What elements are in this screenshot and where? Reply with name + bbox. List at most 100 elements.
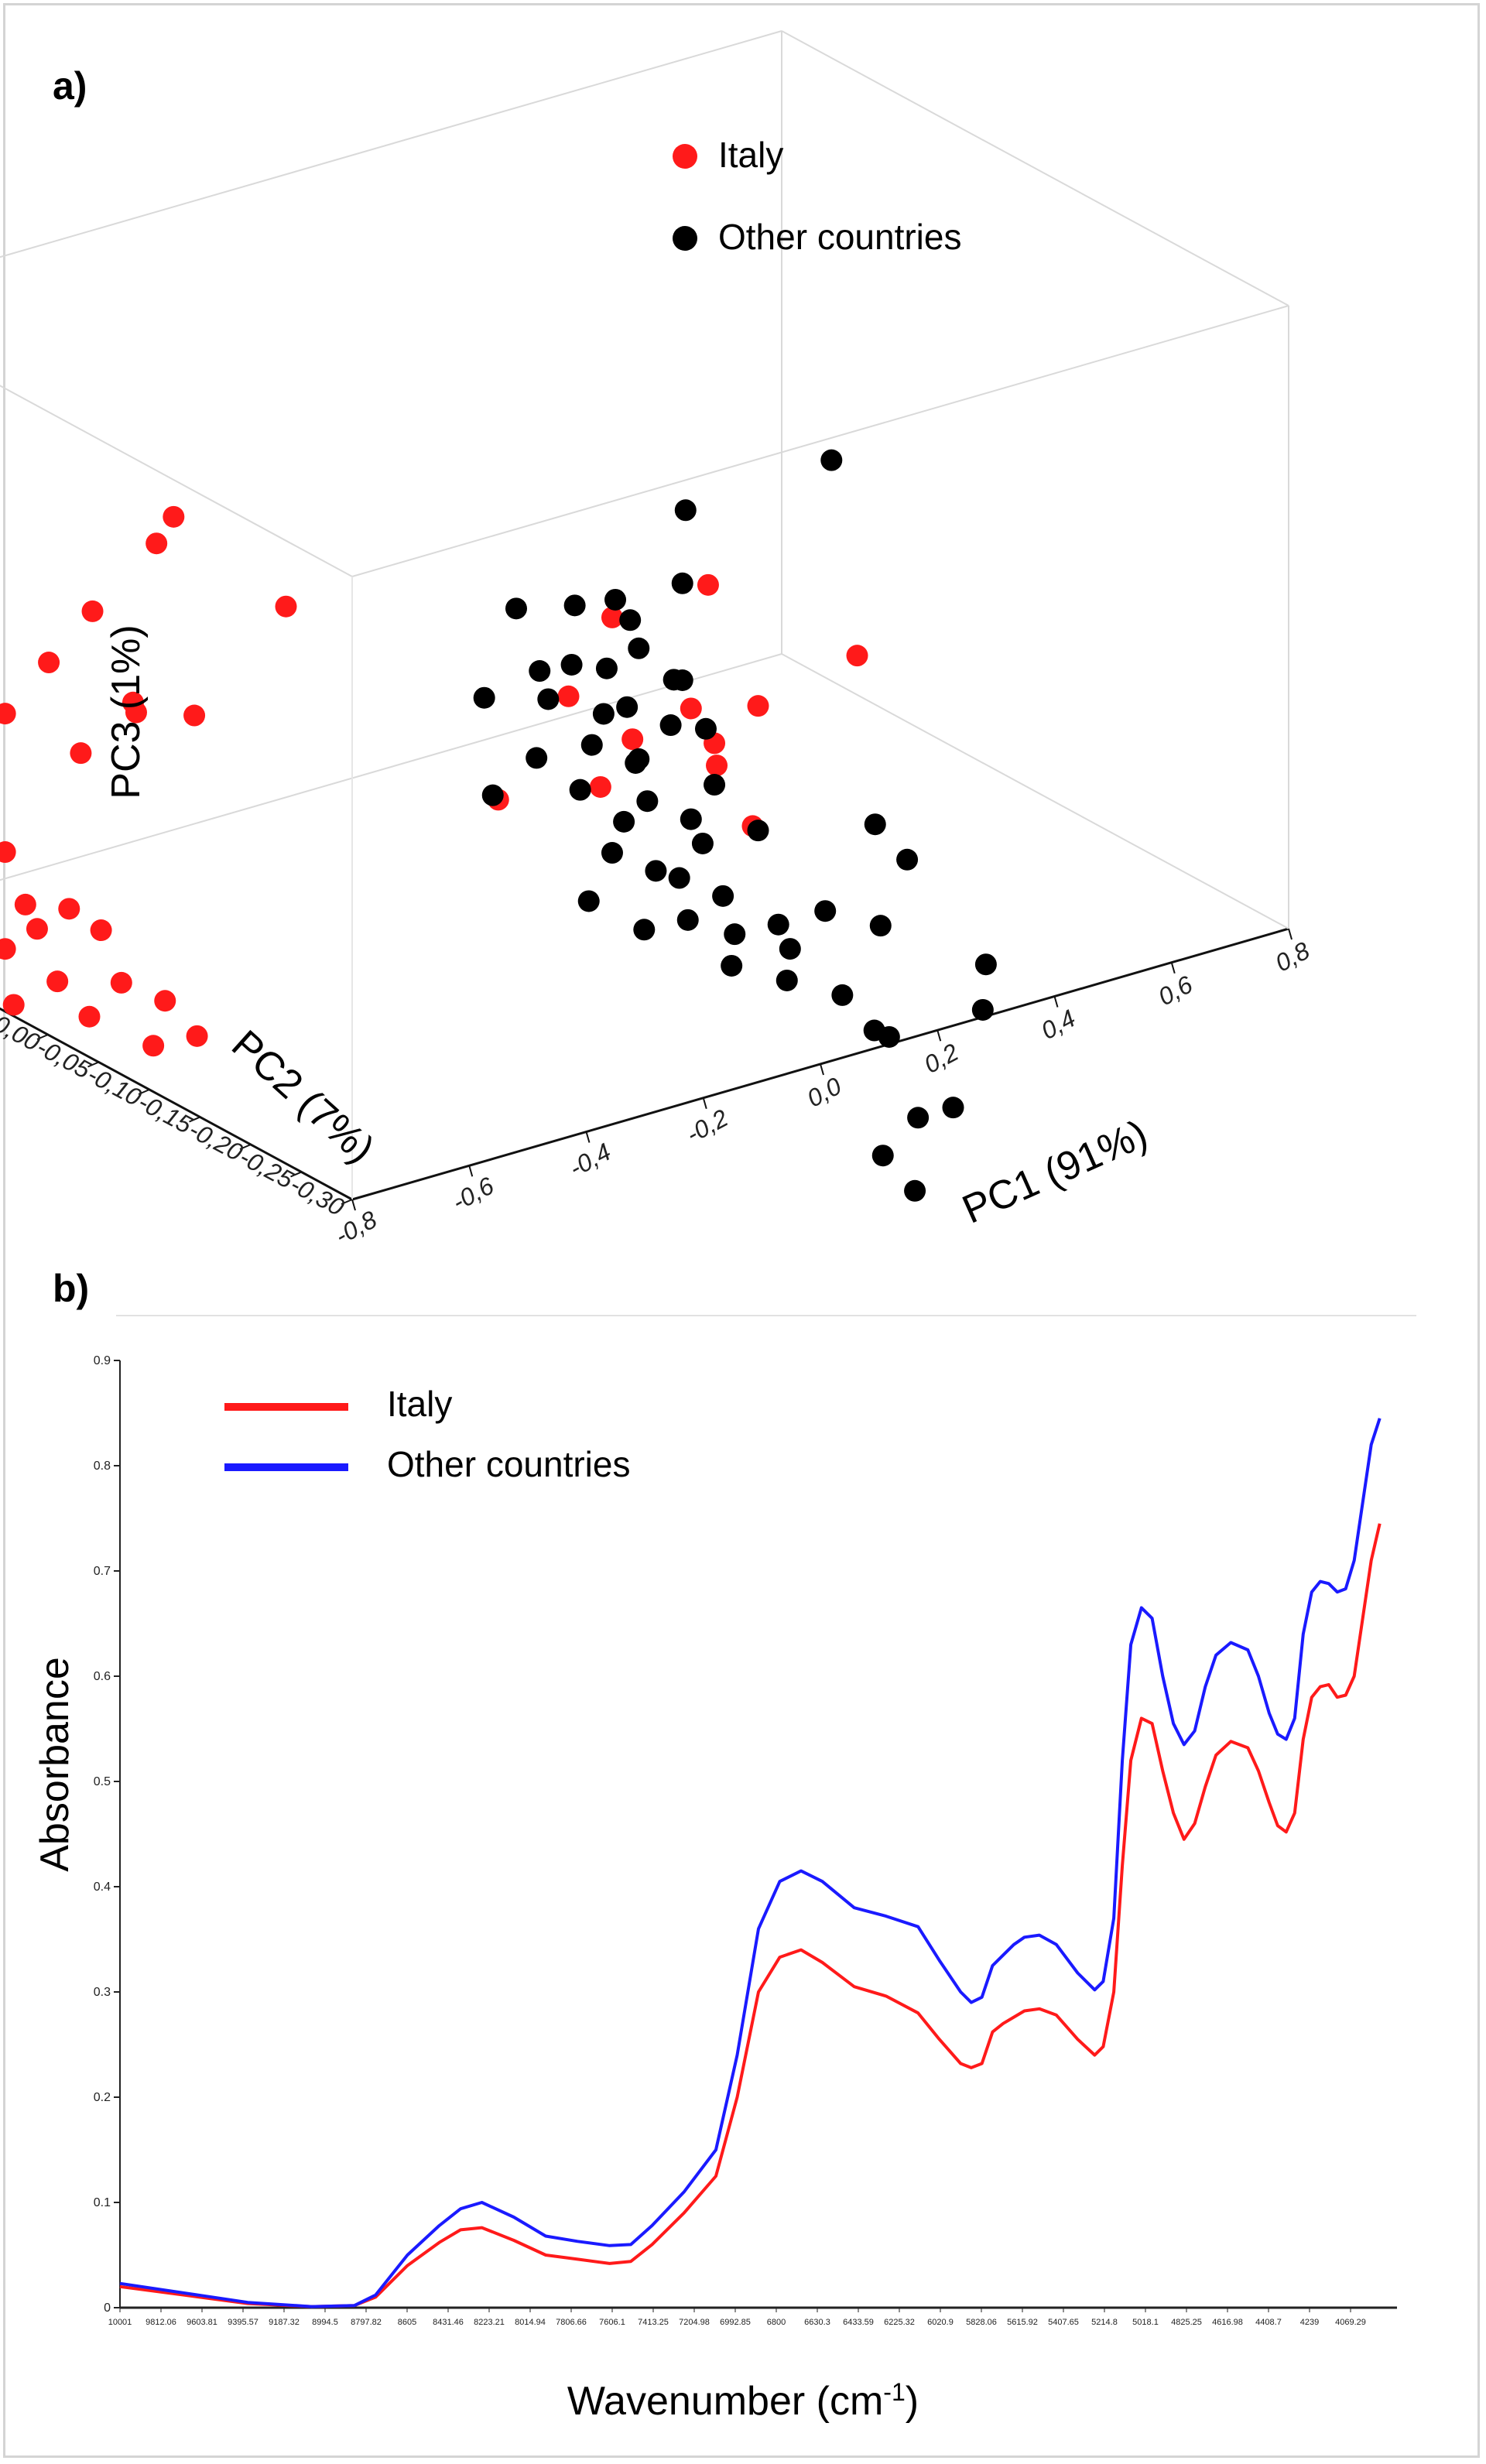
pc3-axis-title: PC3 (1%) <box>104 625 149 799</box>
other-countries-point <box>694 717 717 740</box>
pc1-tick-mark <box>1288 928 1293 940</box>
other-countries-point <box>636 790 659 813</box>
italy-point <box>846 645 868 667</box>
pca-scatter-points <box>0 449 997 1202</box>
italy-point <box>601 606 623 628</box>
box-edge <box>0 385 353 577</box>
pca-axis-ticks: 0,350,300,250,200,150,100,050,00-0,05-0,… <box>0 928 1314 1250</box>
italy-point <box>46 970 69 993</box>
italy-point <box>680 697 702 720</box>
pc1-tick-mark <box>936 1029 942 1042</box>
pc1-tick-mark <box>702 1097 707 1110</box>
legend-other-marker <box>673 226 697 251</box>
other-countries-point <box>767 913 789 936</box>
spectra-legend: Italy Other countries <box>224 1384 630 1484</box>
pc2-tick-mark <box>36 1034 49 1040</box>
italy-point <box>621 728 644 751</box>
absorbance-tick-label: 0.6 <box>94 1670 111 1683</box>
wavenumber-tick-label: 8605 <box>398 2318 416 2327</box>
box-edge <box>781 30 1289 306</box>
absorbance-tick-label: 0.1 <box>94 2196 111 2209</box>
other-countries-point <box>776 969 798 991</box>
other-countries-point <box>676 909 699 931</box>
legend-other-label-b: Other countries <box>387 1444 630 1484</box>
panel-b-label: b) <box>53 1267 89 1310</box>
italy-point <box>186 1025 208 1047</box>
wavenumber-tick-label: 10001 <box>108 2318 132 2327</box>
absorbance-tick-label: 0.9 <box>94 1354 111 1367</box>
legend-italy-label-b: Italy <box>387 1384 452 1424</box>
spectra-lines <box>119 1418 1382 2308</box>
pc1-tick-mark <box>1053 996 1059 1008</box>
other-countries-point <box>712 885 734 907</box>
wavenumber-tick-label: 7204.98 <box>679 2318 710 2327</box>
other-countries-point <box>537 688 560 710</box>
other-countries-point <box>560 653 583 676</box>
box-edge <box>351 305 1289 577</box>
pc2-tick-mark <box>87 1061 99 1068</box>
italy-point <box>557 685 580 707</box>
other-countries-point <box>907 1107 930 1129</box>
wavenumber-tick-label: 4825.25 <box>1171 2318 1202 2327</box>
wavenumber-tick-label: 8994.5 <box>312 2318 338 2327</box>
italy-point <box>706 755 728 777</box>
wavenumber-tick-label: 7606.1 <box>599 2318 625 2327</box>
other-countries-point <box>869 915 892 937</box>
other-countries-point <box>580 734 603 756</box>
pc1-tick-mark <box>585 1131 591 1143</box>
other-countries-point <box>645 860 667 882</box>
wavenumber-tick-label: 6020.9 <box>927 2318 954 2327</box>
panel-a-pca-3d-scatter: a) 0,350,300,250,200,150,100,050,00-0,05… <box>0 30 1314 1250</box>
other-countries-point <box>871 1145 894 1167</box>
italy-point <box>183 704 206 727</box>
wavenumber-axis-title: Wavenumber (cm-1) <box>567 2378 919 2424</box>
other-countries-point <box>747 820 769 842</box>
other-countries-point <box>526 747 548 769</box>
wavenumber-tick-label: 6800 <box>767 2318 786 2327</box>
pc1-axis-title: PC1 (91%) <box>956 1111 1154 1232</box>
absorbance-tick-label: 0.3 <box>94 1986 111 1999</box>
panel-b-spectra-line-chart: b) 0 0.1 0.2 0.3 0.4 0.5 0.6 0.7 0.8 0.9 10001 9812… <box>33 1267 1397 2424</box>
italy-point <box>70 742 92 765</box>
other-countries-point <box>904 1179 926 1202</box>
absorbance-tick-label: 0.8 <box>94 1460 111 1473</box>
other-countries-point <box>974 953 997 976</box>
other-countries-point <box>628 637 650 659</box>
pc1-tick-label: 0,4 <box>1036 1004 1080 1045</box>
other-countries-point <box>896 848 919 871</box>
other-countries-point <box>779 938 801 960</box>
absorbance-tick-label: 0.5 <box>94 1775 111 1788</box>
wavenumber-tick-label: 9603.81 <box>187 2318 217 2327</box>
other-countries-point <box>529 660 551 683</box>
italy-point <box>2 994 25 1016</box>
italy-point <box>0 841 16 864</box>
other-countries-spectrum-line <box>119 1418 1382 2308</box>
pc2-tick-label: -0,25 <box>235 1143 298 1194</box>
other-countries-point <box>659 714 682 737</box>
wavenumber-tick-label: 7806.66 <box>556 2318 587 2327</box>
italy-point <box>589 775 611 798</box>
italy-point <box>0 938 16 960</box>
other-countries-point <box>814 900 837 922</box>
other-countries-point <box>721 954 743 977</box>
legend-other-label: Other countries <box>718 217 961 257</box>
absorbance-tick-label: 0.4 <box>94 1881 111 1894</box>
other-countries-point <box>680 808 702 830</box>
other-countries-point <box>724 923 746 946</box>
absorbance-axis-title: Absorbance <box>33 1657 77 1872</box>
legend-italy-label: Italy <box>718 135 783 175</box>
other-countries-point <box>628 748 650 770</box>
other-countries-point <box>831 984 854 1006</box>
pc2-tick-label: -0,10 <box>83 1060 146 1111</box>
pc2-tick-label: -0,15 <box>134 1088 197 1139</box>
pc1-tick-label: -0,4 <box>565 1138 616 1182</box>
wavenumber-tick-label: 6992.85 <box>720 2318 751 2327</box>
wavenumber-tick-label: 6225.32 <box>884 2318 915 2327</box>
italy-spectrum-line <box>119 1523 1382 2308</box>
box-edge <box>0 30 782 258</box>
italy-point <box>26 918 48 940</box>
other-countries-point <box>942 1097 964 1119</box>
pca-3d-box <box>0 30 1289 1201</box>
other-countries-point <box>473 686 495 709</box>
pc1-tick-label: -0,2 <box>682 1104 733 1148</box>
